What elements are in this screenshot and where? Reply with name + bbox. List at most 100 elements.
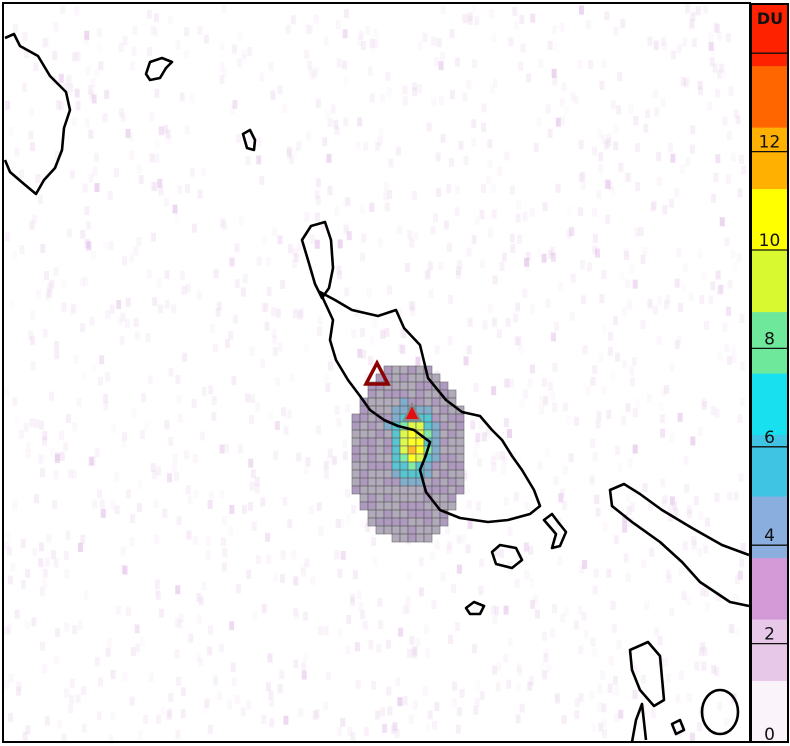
retrieval-pixel [269, 697, 275, 707]
retrieval-pixel [686, 596, 692, 606]
retrieval-pixel [25, 441, 31, 451]
retrieval-pixel [402, 96, 408, 106]
retrieval-pixel [574, 710, 580, 720]
retrieval-pixel [309, 234, 315, 244]
retrieval-pixel [724, 237, 730, 247]
retrieval-pixel [158, 126, 164, 136]
retrieval-pixel [456, 707, 462, 717]
plume-cell [367, 429, 377, 439]
retrieval-pixel [229, 105, 235, 115]
retrieval-pixel [130, 61, 136, 71]
retrieval-pixel [196, 593, 202, 603]
plume-cell [447, 453, 457, 463]
retrieval-pixel [685, 76, 691, 86]
retrieval-pixel [246, 569, 252, 579]
retrieval-pixel [562, 402, 568, 412]
plume-cell [383, 469, 393, 479]
retrieval-pixel [23, 422, 29, 432]
retrieval-pixel [347, 726, 353, 736]
retrieval-pixel [317, 315, 323, 325]
retrieval-pixel [740, 361, 746, 371]
retrieval-pixel [308, 66, 314, 76]
retrieval-pixel [310, 575, 316, 585]
retrieval-pixel [716, 591, 722, 601]
retrieval-pixel [232, 314, 238, 324]
retrieval-pixel [146, 269, 152, 279]
retrieval-pixel [387, 706, 393, 716]
retrieval-pixel [509, 185, 515, 195]
map-background [4, 4, 749, 742]
retrieval-pixel [290, 15, 296, 25]
retrieval-pixel [608, 331, 614, 341]
colorbar-segment [751, 403, 788, 411]
retrieval-pixel [682, 263, 688, 273]
retrieval-pixel [652, 305, 658, 315]
retrieval-pixel [76, 397, 82, 407]
retrieval-pixel [201, 167, 207, 177]
plume-cell [399, 381, 409, 391]
retrieval-pixel [125, 128, 131, 138]
retrieval-pixel [372, 318, 378, 328]
retrieval-pixel [554, 321, 560, 331]
colorbar-segment [751, 637, 788, 645]
retrieval-pixel [174, 618, 180, 628]
retrieval-pixel [446, 545, 452, 555]
retrieval-pixel [463, 155, 469, 165]
colorbar-segment [751, 4, 788, 11]
retrieval-pixel [673, 507, 679, 517]
retrieval-pixel [343, 223, 349, 233]
plume-cell [375, 461, 385, 471]
retrieval-pixel [72, 52, 78, 62]
retrieval-pixel [152, 182, 158, 192]
colorbar-segment [751, 34, 788, 42]
retrieval-pixel [541, 631, 547, 641]
retrieval-pixel [40, 468, 46, 478]
retrieval-pixel [589, 475, 595, 485]
retrieval-pixel [739, 314, 745, 324]
colorbar-segment [751, 649, 788, 657]
retrieval-pixel [277, 85, 283, 95]
retrieval-pixel [590, 637, 596, 647]
retrieval-pixel [196, 291, 202, 301]
retrieval-pixel [357, 117, 363, 127]
retrieval-pixel [543, 648, 549, 658]
retrieval-pixel [640, 254, 646, 264]
retrieval-pixel [691, 535, 697, 545]
retrieval-pixel [627, 458, 633, 468]
retrieval-pixel [568, 226, 574, 236]
retrieval-pixel [498, 548, 504, 558]
retrieval-pixel [434, 702, 440, 712]
retrieval-pixel [683, 78, 689, 88]
retrieval-pixel [242, 274, 248, 284]
retrieval-pixel [554, 692, 560, 702]
retrieval-pixel [674, 278, 680, 288]
retrieval-pixel [211, 395, 217, 405]
retrieval-pixel [545, 104, 551, 114]
retrieval-pixel [64, 77, 70, 87]
plume-cell [351, 421, 361, 431]
retrieval-pixel [64, 688, 70, 698]
retrieval-pixel [120, 564, 126, 574]
retrieval-pixel [364, 372, 370, 382]
retrieval-pixel [46, 534, 52, 544]
retrieval-pixel [143, 715, 149, 725]
retrieval-pixel [678, 670, 684, 680]
retrieval-pixel [315, 178, 321, 188]
retrieval-pixel [38, 195, 44, 205]
plume-cell [391, 397, 401, 407]
retrieval-pixel [151, 470, 157, 480]
retrieval-pixel [613, 124, 619, 134]
colorbar-segment [751, 416, 788, 423]
plume-cell [447, 421, 457, 431]
retrieval-pixel [682, 37, 688, 47]
plume-cell [391, 525, 401, 535]
retrieval-pixel [165, 129, 171, 139]
retrieval-pixel [203, 34, 209, 44]
colorbar-segment [751, 225, 788, 233]
plume-cell [407, 461, 417, 471]
retrieval-pixel [356, 590, 362, 600]
retrieval-pixel [462, 470, 468, 480]
retrieval-pixel [286, 409, 292, 419]
retrieval-pixel [474, 216, 480, 226]
retrieval-pixel [614, 535, 620, 545]
